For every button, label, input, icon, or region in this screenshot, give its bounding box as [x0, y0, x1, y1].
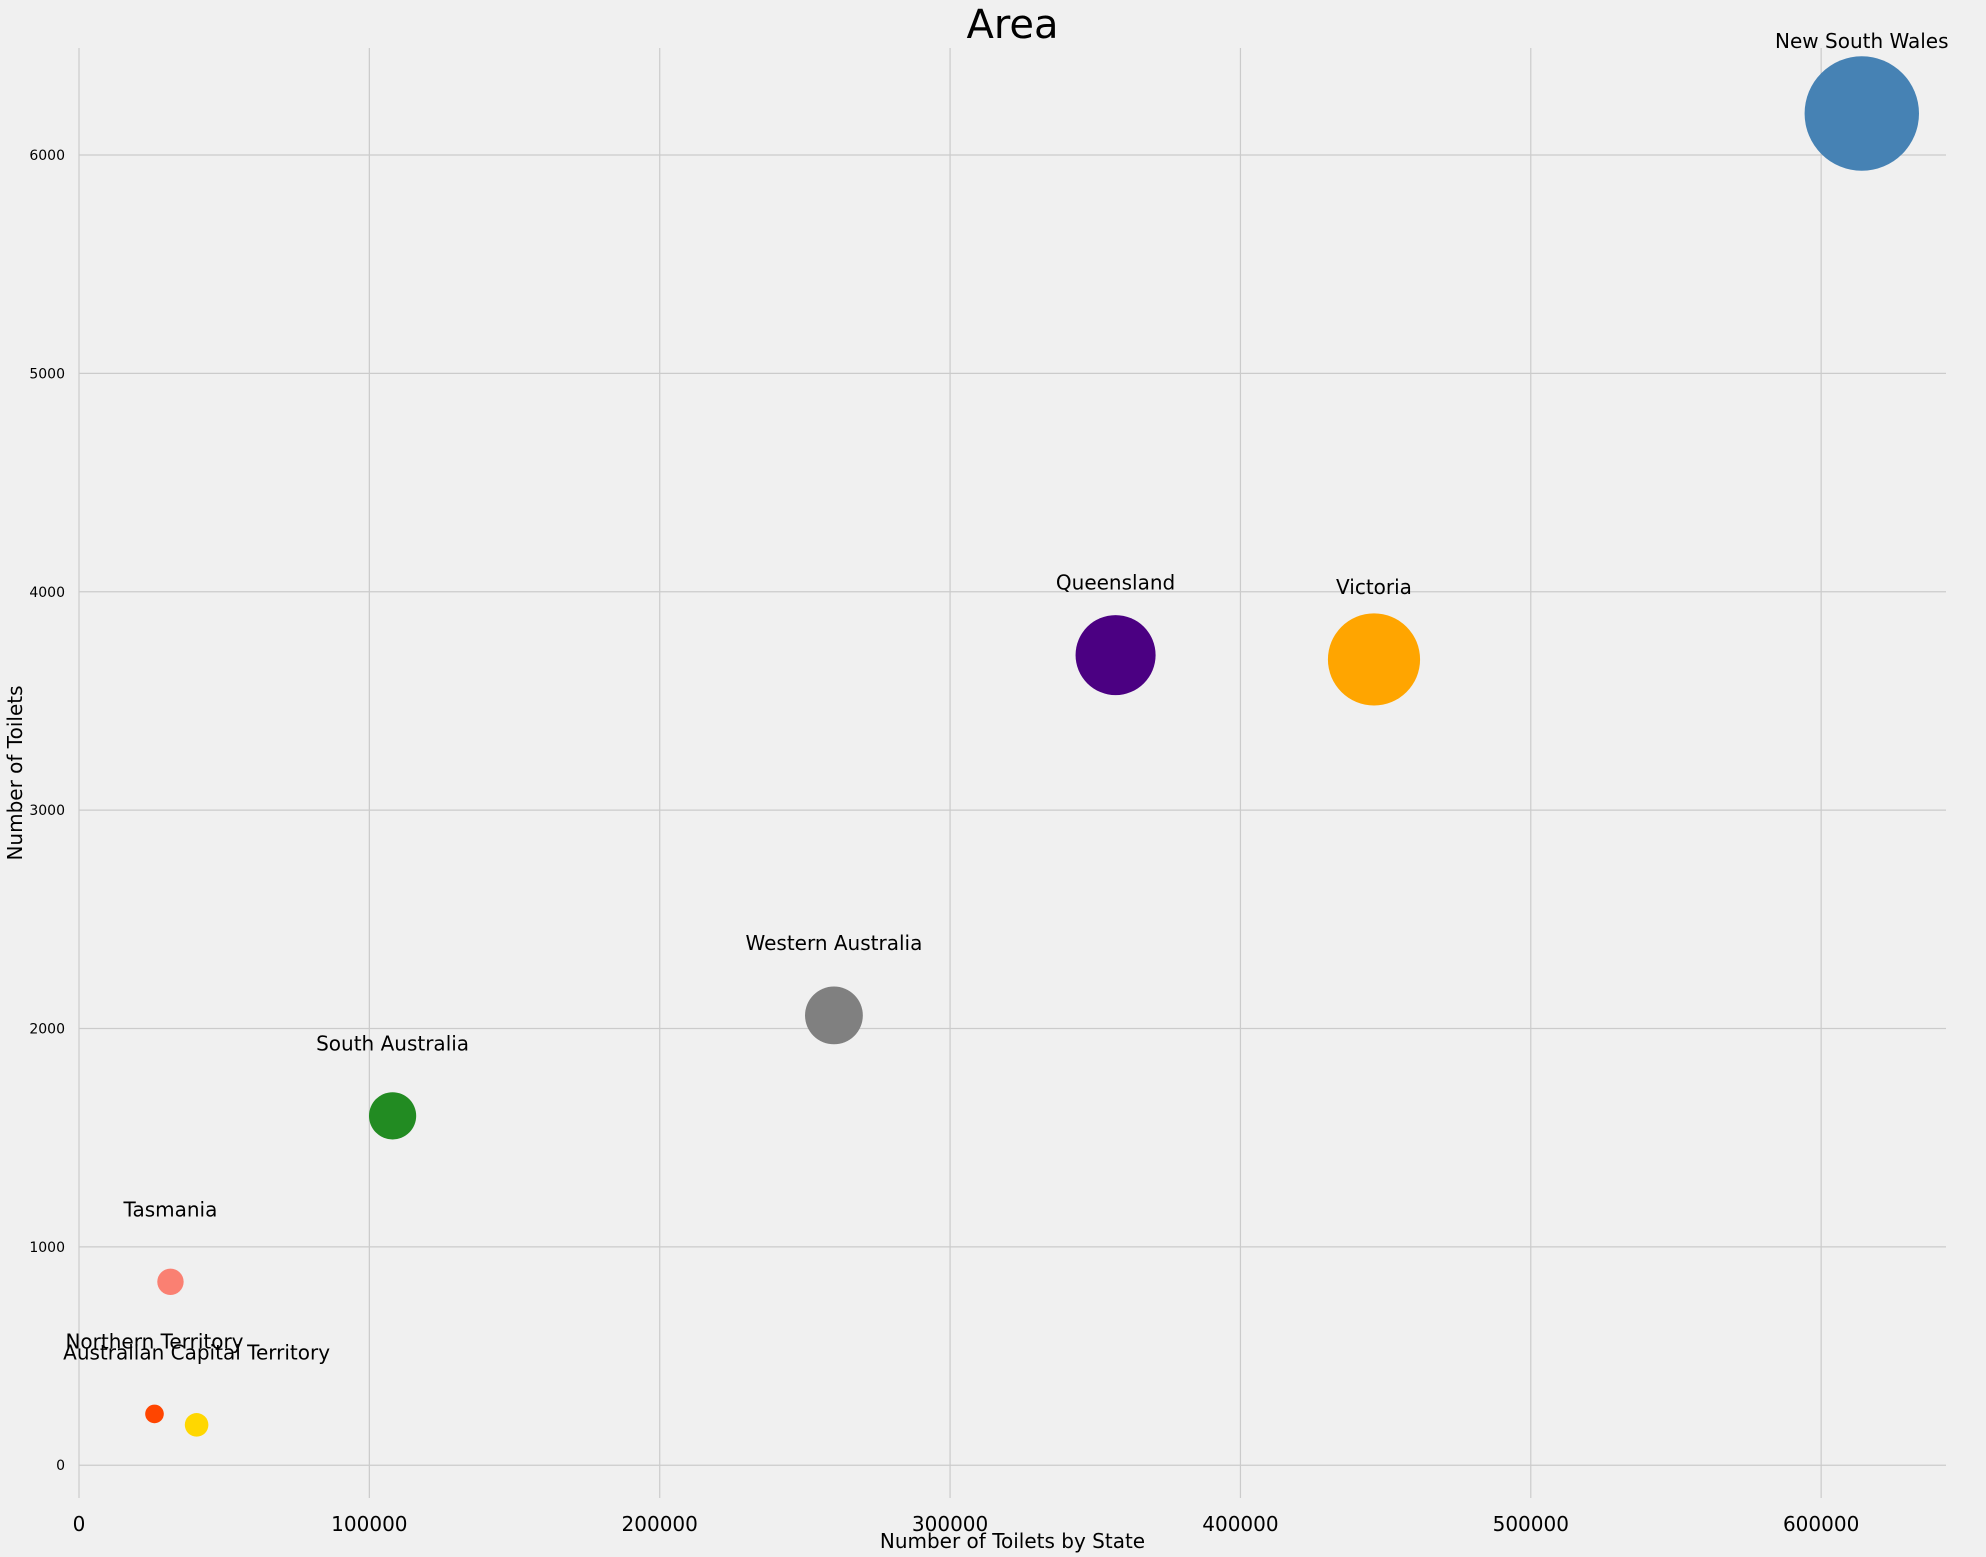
grid-lines: [78, 48, 1946, 1498]
y-tick-label: 2000: [29, 1021, 65, 1037]
bubble-point: [145, 1404, 164, 1424]
bubble-point: [1804, 56, 1919, 171]
chart-title: Area: [966, 2, 1058, 48]
x-tick-label: 100000: [331, 1512, 407, 1536]
bubble-label: Tasmania: [123, 1197, 218, 1221]
bubble-label: Northern Territory: [65, 1329, 243, 1353]
bubble-point: [184, 1413, 209, 1437]
bubble-series: [145, 56, 1919, 1437]
bubble-label: Australian Capital Territory: [63, 1340, 330, 1364]
x-tick-label: 500000: [1493, 1512, 1569, 1536]
x-tick-label: 600000: [1783, 1512, 1859, 1536]
x-tick-label: 300000: [912, 1512, 988, 1536]
bubble-point: [1327, 613, 1421, 706]
y-axis-title: Number of Toilets: [3, 685, 27, 860]
y-tick-label: 1000: [29, 1240, 65, 1256]
y-tick-label: 0: [56, 1458, 65, 1474]
y-tick-label: 5000: [29, 366, 65, 382]
y-tick-label: 4000: [29, 585, 65, 601]
bubble-point: [157, 1268, 184, 1296]
bubble-labels: New South Wales Victoria Queensland Western…: [63, 29, 1948, 1364]
x-tick-label: 200000: [622, 1512, 698, 1536]
bubble-label: Western Australia: [746, 931, 923, 955]
x-tick-label: 400000: [1202, 1512, 1278, 1536]
bubble-label: New South Wales: [1775, 29, 1949, 53]
bubble-label: Victoria: [1336, 575, 1412, 599]
bubble-point: [805, 986, 863, 1045]
bubble-label: South Australia: [316, 1031, 469, 1055]
bubble-point: [368, 1092, 417, 1140]
bubble-label: Queensland: [1056, 571, 1175, 595]
bubble-point: [1075, 615, 1156, 696]
y-tick-label: 6000: [29, 148, 65, 164]
tick-labels: 0 100000 200000 300000 400000 500000 600000 0 10…: [29, 148, 1859, 1536]
x-axis-title: Number of Toilets by State: [880, 1529, 1145, 1553]
x-tick-label: 0: [73, 1512, 86, 1536]
y-tick-label: 3000: [29, 803, 65, 819]
